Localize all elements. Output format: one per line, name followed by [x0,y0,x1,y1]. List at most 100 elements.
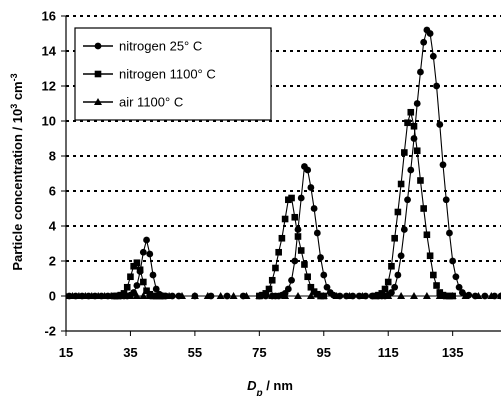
data-point [127,273,134,280]
data-point [472,293,479,300]
data-point [356,293,363,300]
y-tick-label: 4 [49,219,57,234]
data-point [407,109,414,116]
data-point [440,161,447,168]
x-tick-label: 35 [123,345,137,360]
data-point [134,259,141,266]
legend-label: air 1100° C [119,95,183,110]
data-point [336,293,343,300]
data-point [394,272,401,279]
data-point [314,230,321,237]
data-point [92,293,99,300]
x-tick-label: 55 [188,345,202,360]
data-point [298,195,305,202]
data-point [298,247,305,254]
data-point [407,167,414,174]
legend-label: nitrogen 25° C [119,39,202,54]
data-point [285,286,292,293]
data-point [481,293,488,300]
data-point [424,231,431,238]
data-point [391,235,398,242]
data-point [395,209,402,216]
data-point [224,293,231,300]
data-point [307,184,314,191]
data-point [279,235,286,242]
data-point [362,293,369,300]
data-point [311,205,318,212]
data-point [162,293,169,300]
data-point [272,265,279,272]
legend-label: nitrogen 1100° C [119,67,216,82]
data-point [433,282,440,289]
data-point [404,119,411,126]
data-point [140,249,147,256]
data-point [449,258,456,265]
data-point [266,286,273,293]
data-point [417,69,424,76]
data-point [414,100,421,107]
data-point [104,293,111,300]
x-tick-label: 135 [442,345,464,360]
y-tick-label: 10 [42,114,56,129]
data-point [288,195,295,202]
y-tick-label: 2 [49,254,56,269]
data-point [256,293,263,300]
data-point [269,277,276,284]
data-point [430,272,437,279]
data-point [304,273,311,280]
data-point [427,252,434,259]
data-point [169,293,176,300]
y-tick-label: 12 [42,79,56,94]
data-point [449,293,456,300]
data-point [124,284,131,291]
data-point [275,249,282,256]
data-point [137,268,144,275]
series-square [111,109,456,299]
data-point [420,39,427,46]
y-tick-label: -2 [44,324,56,339]
data-point [491,293,498,300]
data-point [433,83,440,90]
data-point [72,293,79,300]
data-point [317,254,324,261]
data-point [320,293,327,300]
data-point [240,293,247,300]
y-axis-label: Particle concentration / 103 cm-3 [9,73,25,270]
data-point [191,293,198,300]
data-point [150,272,157,279]
x-tick-label: 115 [378,345,399,360]
legend: nitrogen 25° C nitrogen 1100° C air 1100° … [75,28,271,120]
data-point [385,279,392,286]
data-point [369,293,376,300]
data-point [349,293,356,300]
data-point [143,237,150,244]
data-point [288,277,295,284]
data-point [175,293,182,300]
data-point [146,251,153,258]
y-tick-label: 0 [49,289,56,304]
data-point [304,167,311,174]
data-point [398,252,405,259]
y-tick-label: 8 [49,149,56,164]
data-point [411,135,418,142]
data-point [401,226,408,233]
data-point [430,53,437,60]
data-point [417,177,424,184]
data-point [443,196,450,203]
legend-marker [95,43,102,50]
data-point [130,289,137,296]
data-point [427,30,434,37]
y-tick-label: 14 [42,44,57,59]
data-point [79,293,86,300]
data-point [66,293,73,300]
data-point [262,293,269,300]
data-point [140,279,147,286]
data-point [465,292,472,299]
data-point [459,289,466,296]
data-point [208,293,215,300]
data-point [282,216,289,223]
data-point [295,226,302,233]
data-point [420,205,427,212]
x-tick-label: 75 [252,345,266,360]
y-tick-label: 6 [49,184,56,199]
